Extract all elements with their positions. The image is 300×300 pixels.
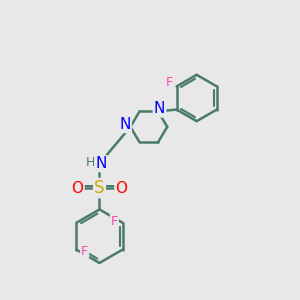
Text: O: O (71, 181, 83, 196)
Text: S: S (94, 179, 105, 197)
Text: N: N (95, 156, 106, 171)
Text: F: F (111, 215, 118, 228)
Text: F: F (166, 76, 173, 89)
Text: H: H (86, 156, 95, 169)
Text: N: N (154, 101, 165, 116)
Text: F: F (81, 244, 88, 258)
Text: O: O (116, 181, 128, 196)
Text: N: N (119, 117, 131, 132)
